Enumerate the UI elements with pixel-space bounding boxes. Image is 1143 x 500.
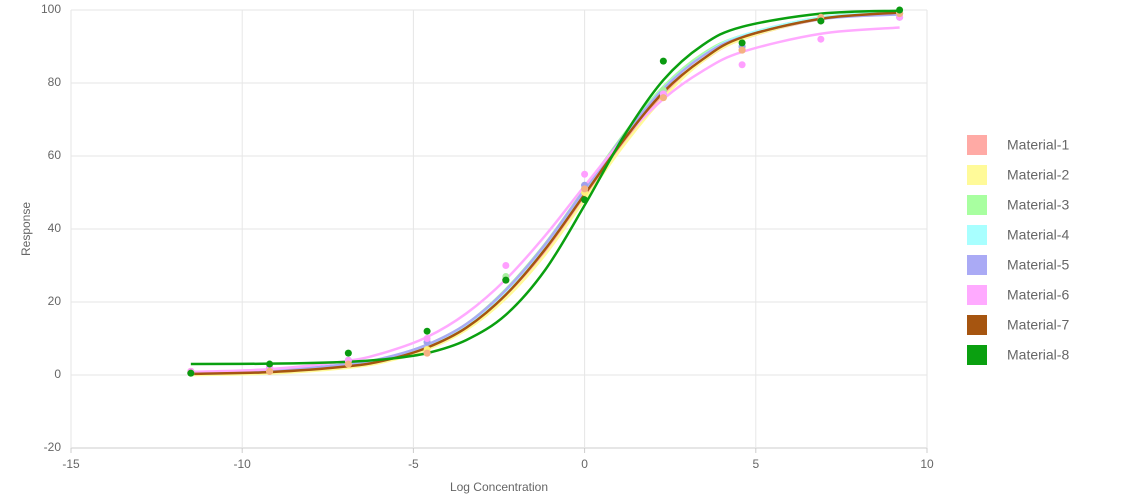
x-tick-label: 10	[920, 457, 934, 471]
data-point	[738, 61, 746, 69]
data-point	[423, 335, 431, 342]
y-tick-label: 20	[48, 294, 62, 308]
fit-curve	[190, 11, 900, 376]
x-tick-label: -10	[234, 457, 252, 471]
legend-label: Material-7	[1007, 317, 1069, 333]
fit-curve	[190, 26, 900, 374]
legend-label: Material-5	[1007, 257, 1069, 273]
data-point	[581, 185, 589, 193]
data-point	[502, 262, 510, 269]
fit-curve	[190, 9, 900, 366]
x-axis-title: Log Concentration	[450, 480, 548, 494]
legend-swatch	[967, 345, 987, 365]
fit-curve	[190, 11, 900, 377]
data-point	[344, 360, 352, 368]
y-tick-label: 0	[54, 367, 61, 381]
data-point	[581, 196, 589, 204]
legend-label: Material-3	[1007, 197, 1069, 213]
legend-label: Material-1	[1007, 137, 1069, 153]
legend-swatch	[967, 135, 987, 155]
data-point	[266, 360, 274, 368]
fit-curve	[190, 13, 900, 375]
y-tick-label: 80	[48, 75, 62, 89]
y-tick-label: 100	[41, 2, 61, 16]
data-point	[817, 17, 825, 25]
legend-label: Material-2	[1007, 167, 1069, 183]
data-point	[659, 94, 667, 102]
legend-label: Material-8	[1007, 347, 1069, 363]
legend-swatch	[967, 165, 987, 185]
fit-curve	[190, 11, 900, 376]
legend-swatch	[967, 195, 987, 215]
data-point	[187, 369, 195, 377]
fit-curve	[190, 10, 900, 375]
data-point	[896, 6, 904, 14]
data-point	[266, 367, 274, 375]
legend-swatch	[967, 285, 987, 305]
y-tick-label: 40	[48, 221, 62, 235]
y-tick-label: -20	[44, 440, 62, 454]
data-point	[581, 170, 589, 178]
fit-curve	[190, 10, 900, 376]
data-point	[423, 327, 431, 335]
data-point	[423, 349, 431, 357]
data-point	[502, 276, 510, 284]
y-axis-title: Response	[19, 202, 33, 256]
legend-swatch	[967, 255, 987, 275]
x-tick-label: -5	[408, 457, 419, 471]
data-point	[738, 46, 746, 54]
x-tick-label: -15	[62, 457, 80, 471]
data-point	[344, 349, 352, 357]
data-point	[659, 57, 667, 65]
legend-swatch	[967, 315, 987, 335]
data-point	[817, 35, 825, 43]
data-point	[738, 39, 746, 47]
x-tick-label: 0	[581, 457, 588, 471]
x-tick-label: 5	[752, 457, 759, 471]
legend-label: Material-4	[1007, 227, 1069, 243]
legend-label: Material-6	[1007, 287, 1069, 303]
legend-swatch	[967, 225, 987, 245]
y-tick-label: 60	[48, 148, 62, 162]
